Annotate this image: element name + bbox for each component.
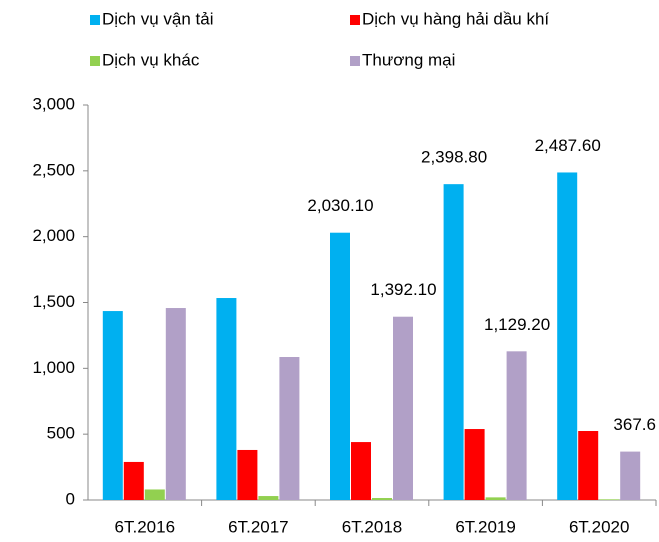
bar (485, 497, 506, 500)
legend-label: Dịch vụ vận tải (102, 9, 214, 28)
bar (506, 351, 527, 500)
bar (443, 184, 464, 500)
value-label: 2,398.80 (421, 148, 487, 167)
bar (372, 498, 392, 500)
bar (599, 499, 620, 500)
bar (165, 308, 186, 500)
bar (279, 357, 300, 500)
legend-swatch (90, 56, 100, 66)
x-tick-label: 6T.2020 (569, 517, 630, 536)
bar (620, 451, 641, 500)
y-tick-label: 2,500 (32, 160, 75, 179)
bar (351, 442, 371, 500)
legend-swatch (350, 56, 360, 66)
y-tick-label: 1,000 (32, 358, 75, 377)
bar (393, 316, 413, 500)
legend-swatch (350, 15, 360, 25)
legend-label: Dịch vụ khác (102, 50, 200, 69)
value-label: 1,129.20 (484, 315, 550, 334)
value-label: 367.6 (613, 415, 656, 434)
y-tick-label: 0 (66, 489, 75, 508)
value-label: 2,030.10 (307, 196, 373, 215)
x-tick-label: 6T.2017 (228, 517, 289, 536)
y-tick-label: 2,000 (32, 226, 75, 245)
y-tick-label: 1,500 (32, 292, 75, 311)
bar (144, 489, 165, 500)
x-tick-label: 6T.2016 (115, 517, 176, 536)
legend-label: Dịch vụ hàng hải dầu khí (362, 9, 549, 28)
bar (237, 449, 258, 500)
legend-label: Thương mại (362, 50, 455, 69)
bar (123, 461, 144, 500)
y-tick-label: 500 (47, 424, 75, 443)
legend-swatch (90, 15, 100, 25)
x-tick-label: 6T.2018 (342, 517, 403, 536)
bar (557, 172, 578, 500)
bar (216, 298, 237, 500)
value-label: 1,392.10 (370, 280, 436, 299)
y-tick-label: 3,000 (32, 94, 75, 113)
x-tick-label: 6T.2019 (455, 517, 516, 536)
value-label: 2,487.60 (535, 136, 601, 155)
bar (464, 429, 485, 500)
bar (102, 311, 123, 500)
bar (578, 431, 599, 500)
bar (330, 232, 350, 501)
bar (258, 496, 279, 500)
